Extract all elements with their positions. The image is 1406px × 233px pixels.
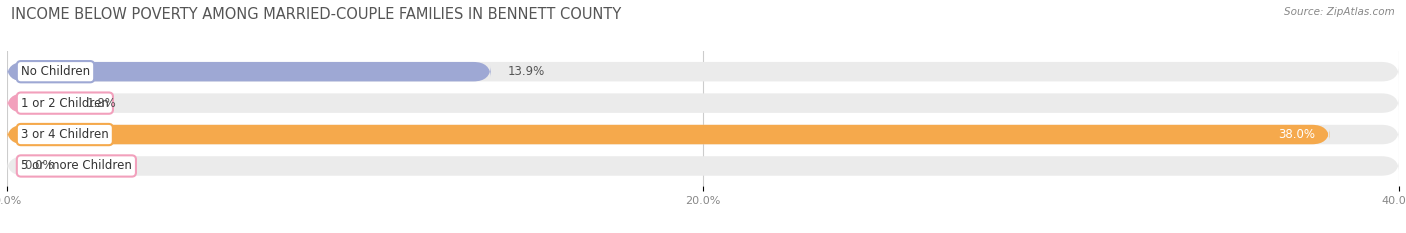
Text: 3 or 4 Children: 3 or 4 Children (21, 128, 108, 141)
Text: INCOME BELOW POVERTY AMONG MARRIED-COUPLE FAMILIES IN BENNETT COUNTY: INCOME BELOW POVERTY AMONG MARRIED-COUPL… (11, 7, 621, 22)
Text: 13.9%: 13.9% (508, 65, 546, 78)
Text: 1 or 2 Children: 1 or 2 Children (21, 97, 108, 110)
FancyBboxPatch shape (7, 93, 1399, 113)
FancyBboxPatch shape (7, 125, 1330, 144)
Text: 0.0%: 0.0% (24, 159, 53, 172)
FancyBboxPatch shape (7, 125, 1399, 144)
Text: 38.0%: 38.0% (1278, 128, 1316, 141)
Text: 5 or more Children: 5 or more Children (21, 159, 132, 172)
FancyBboxPatch shape (7, 93, 70, 113)
FancyBboxPatch shape (7, 156, 1399, 176)
FancyBboxPatch shape (7, 62, 491, 81)
Text: No Children: No Children (21, 65, 90, 78)
Text: 1.8%: 1.8% (87, 97, 117, 110)
FancyBboxPatch shape (7, 62, 1399, 81)
Text: Source: ZipAtlas.com: Source: ZipAtlas.com (1284, 7, 1395, 17)
